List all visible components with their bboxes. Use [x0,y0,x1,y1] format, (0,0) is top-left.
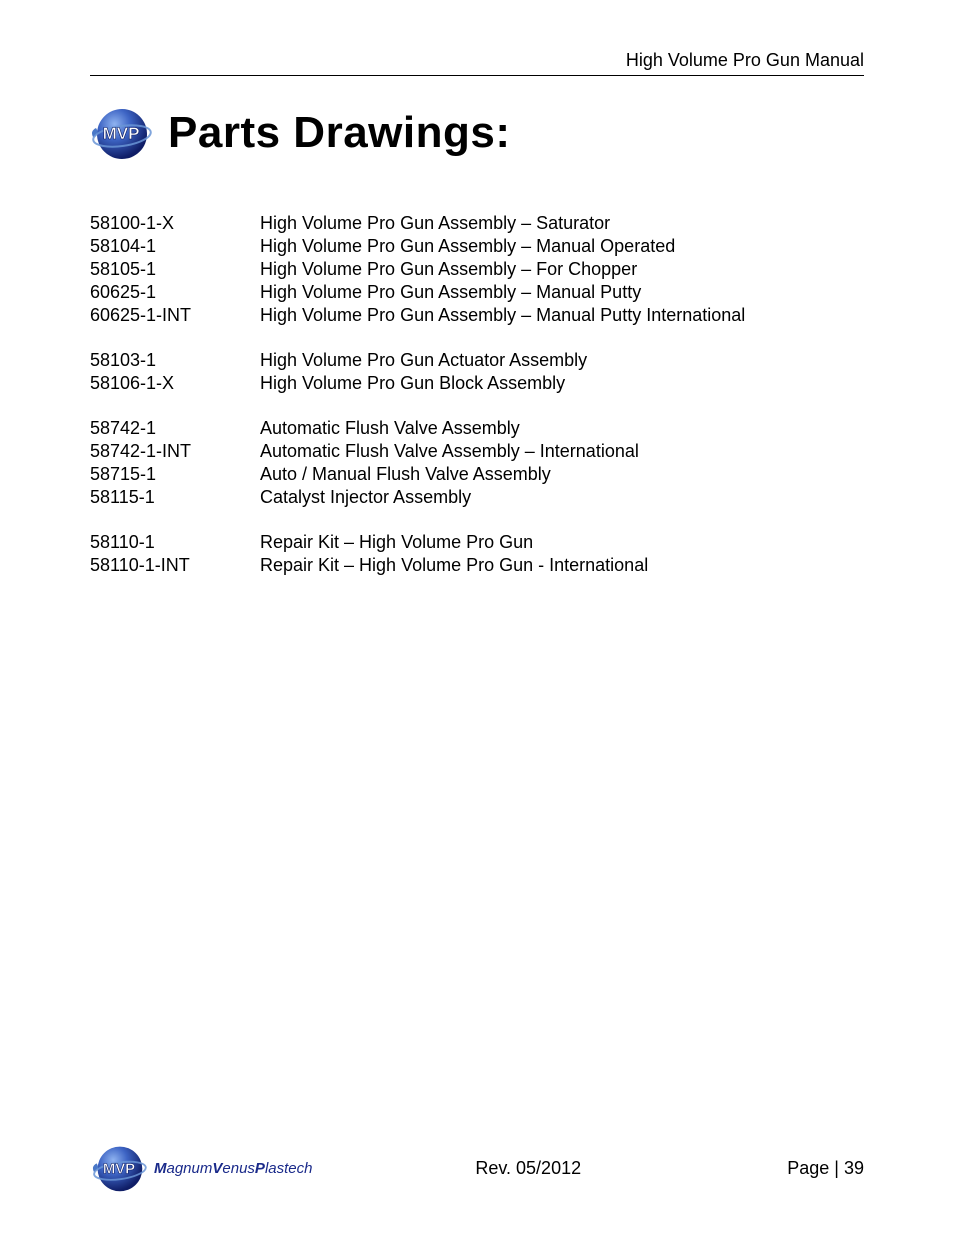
part-description: Automatic Flush Valve Assembly – Interna… [260,440,864,463]
section-title-row: MVP Parts Drawings: [90,104,864,162]
part-number: 60625-1 [90,281,260,304]
footer-brand-text: MagnumVenusPlastech [154,1160,312,1177]
parts-list: 58100-1-X High Volume Pro Gun Assembly –… [90,212,864,577]
brand-seg: enus [222,1160,255,1177]
part-number: 58100-1-X [90,212,260,235]
part-number: 58106-1-X [90,372,260,395]
part-row: 60625-1 High Volume Pro Gun Assembly – M… [90,281,864,304]
brand-seg: M [154,1160,167,1177]
page-header: High Volume Pro Gun Manual [90,50,864,76]
part-row: 58115-1 Catalyst Injector Assembly [90,486,864,509]
part-row: 58742-1-INT Automatic Flush Valve Assemb… [90,440,864,463]
part-row: 58110-1 Repair Kit – High Volume Pro Gun [90,531,864,554]
part-description: Repair Kit – High Volume Pro Gun [260,531,864,554]
part-number: 58105-1 [90,258,260,281]
part-description: High Volume Pro Gun Block Assembly [260,372,864,395]
part-row: 58104-1 High Volume Pro Gun Assembly – M… [90,235,864,258]
brand-seg: lastech [265,1160,313,1177]
part-row: 58103-1 High Volume Pro Gun Actuator Ass… [90,349,864,372]
header-title: High Volume Pro Gun Manual [626,50,864,70]
part-row: 58105-1 High Volume Pro Gun Assembly – F… [90,258,864,281]
part-row: 58106-1-X High Volume Pro Gun Block Asse… [90,372,864,395]
part-number: 58110-1-INT [90,554,260,577]
part-row: 58100-1-X High Volume Pro Gun Assembly –… [90,212,864,235]
brand-seg: V [212,1160,222,1177]
part-description: Automatic Flush Valve Assembly [260,417,864,440]
mvp-logo-icon: MVP [90,104,152,162]
svg-text:MVP: MVP [103,124,140,143]
part-description: High Volume Pro Gun Assembly – Manual Pu… [260,304,864,327]
page-footer: MVP MagnumVenusPlastech Rev. 05/2012 Pag… [90,1141,864,1195]
part-description: High Volume Pro Gun Actuator Assembly [260,349,864,372]
part-number: 58715-1 [90,463,260,486]
svg-text:MVP: MVP [103,1162,135,1178]
parts-group: 58100-1-X High Volume Pro Gun Assembly –… [90,212,864,327]
part-number: 58110-1 [90,531,260,554]
part-number: 60625-1-INT [90,304,260,327]
part-description: Auto / Manual Flush Valve Assembly [260,463,864,486]
parts-group: 58110-1 Repair Kit – High Volume Pro Gun… [90,531,864,577]
part-description: High Volume Pro Gun Assembly – Manual Op… [260,235,864,258]
parts-group: 58742-1 Automatic Flush Valve Assembly 5… [90,417,864,509]
section-title: Parts Drawings: [168,108,510,158]
part-number: 58103-1 [90,349,260,372]
part-number: 58115-1 [90,486,260,509]
part-row: 60625-1-INT High Volume Pro Gun Assembly… [90,304,864,327]
parts-group: 58103-1 High Volume Pro Gun Actuator Ass… [90,349,864,395]
part-description: Repair Kit – High Volume Pro Gun - Inter… [260,554,864,577]
part-number: 58742-1-INT [90,440,260,463]
footer-page-number: Page | 39 [744,1158,864,1179]
part-row: 58715-1 Auto / Manual Flush Valve Assemb… [90,463,864,486]
footer-logo-wrap: MVP MagnumVenusPlastech [90,1141,312,1195]
part-description: High Volume Pro Gun Assembly – For Chopp… [260,258,864,281]
part-row: 58742-1 Automatic Flush Valve Assembly [90,417,864,440]
part-description: Catalyst Injector Assembly [260,486,864,509]
part-description: High Volume Pro Gun Assembly – Saturator [260,212,864,235]
brand-seg: agnum [167,1160,213,1177]
part-row: 58110-1-INT Repair Kit – High Volume Pro… [90,554,864,577]
brand-seg: P [255,1160,265,1177]
part-number: 58742-1 [90,417,260,440]
mvp-footer-logo-icon: MVP [90,1141,148,1195]
document-page: High Volume Pro Gun Manual MVP Parts Dra… [0,0,954,1235]
footer-revision: Rev. 05/2012 [312,1158,744,1179]
footer-line: MVP MagnumVenusPlastech Rev. 05/2012 Pag… [90,1141,864,1195]
part-number: 58104-1 [90,235,260,258]
part-description: High Volume Pro Gun Assembly – Manual Pu… [260,281,864,304]
